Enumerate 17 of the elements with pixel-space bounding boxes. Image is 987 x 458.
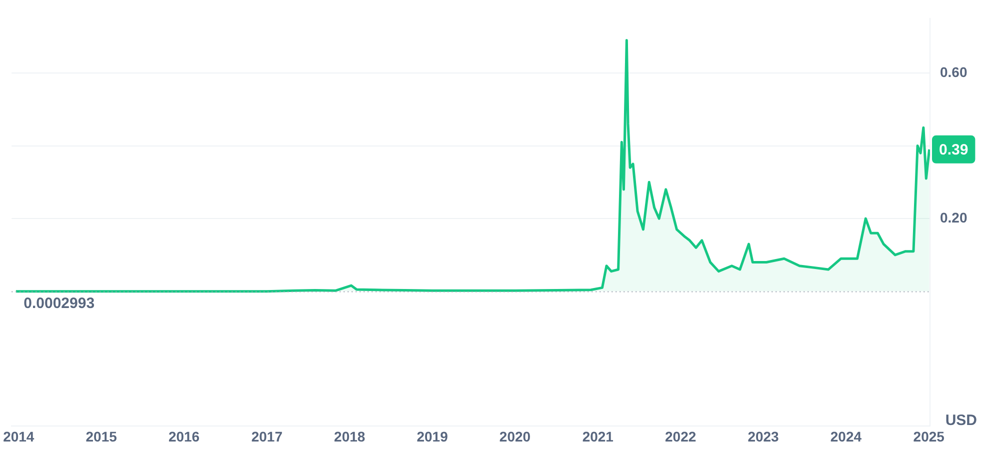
- x-tick-label: 2017: [251, 428, 283, 444]
- x-tick-label: 2020: [499, 428, 531, 444]
- x-tick-label: 2014: [3, 428, 34, 444]
- x-tick-label: 2018: [334, 428, 366, 444]
- x-tick-label: 2024: [830, 428, 862, 444]
- ref-line-label: 0.0002993: [24, 294, 95, 312]
- x-tick-label: 2023: [748, 428, 780, 444]
- x-tick-label: 2022: [665, 428, 696, 444]
- y-tick-label: 0.60: [940, 64, 968, 80]
- x-tick-label: 2016: [168, 428, 200, 444]
- x-tick-label: 2025: [913, 428, 945, 444]
- annotation: 0.39: [939, 142, 968, 159]
- y-tick-label: 0.20: [940, 209, 968, 226]
- x-tick-label: 2015: [86, 428, 118, 444]
- x-tick-label: 2021: [582, 428, 614, 444]
- x-tick-label: 2019: [416, 428, 448, 444]
- text: USD: [945, 412, 978, 430]
